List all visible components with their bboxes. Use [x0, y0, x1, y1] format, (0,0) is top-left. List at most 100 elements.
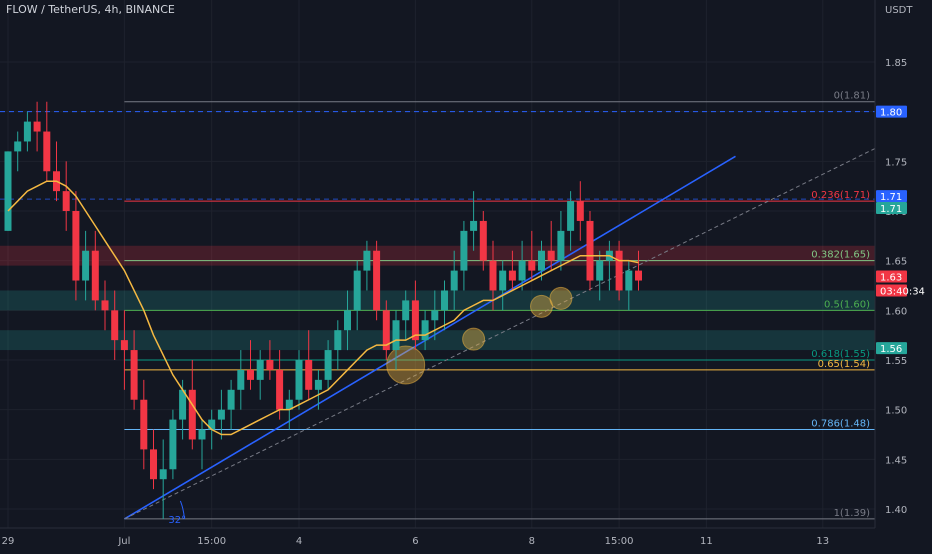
candle-body[interactable] — [140, 399, 148, 450]
trendline[interactable] — [123, 155, 736, 520]
candle-body[interactable] — [82, 250, 90, 281]
candle-body[interactable] — [567, 201, 575, 231]
candle-body[interactable] — [247, 369, 254, 380]
candle-body[interactable] — [72, 211, 80, 281]
candle-body[interactable] — [576, 201, 584, 221]
candle-body[interactable] — [111, 310, 119, 341]
fib-level-label: 0.618(1.55) — [811, 349, 870, 360]
fib-level-label: 0(1.81) — [834, 91, 871, 102]
candle-body[interactable] — [324, 350, 332, 380]
candle-body[interactable] — [62, 191, 70, 211]
zone-supply — [0, 245, 875, 266]
fib-level-label: 0.5(1.60) — [824, 299, 870, 310]
candle-body[interactable] — [33, 121, 41, 132]
price-badge — [876, 105, 907, 118]
candle-body[interactable] — [363, 250, 371, 271]
candle-body[interactable] — [285, 399, 293, 410]
highlight-circle — [530, 294, 553, 318]
moving-average-line — [7, 180, 639, 436]
x-tick-label: 13 — [816, 536, 829, 547]
price-badge-label: 03:40:34 — [880, 286, 925, 297]
price-badge — [876, 190, 907, 203]
candle-body[interactable] — [421, 320, 429, 341]
candle-body[interactable] — [266, 360, 274, 370]
fib-level-label: 0.382(1.65) — [811, 250, 870, 261]
angle-label: 32° — [168, 515, 186, 526]
candle-body[interactable] — [14, 141, 22, 152]
candle-body[interactable] — [130, 350, 138, 400]
x-tick-label: 4 — [296, 536, 302, 547]
candle-body[interactable] — [179, 389, 187, 420]
candle-body[interactable] — [43, 131, 51, 172]
candle-body[interactable] — [198, 429, 206, 440]
trendline-dashed[interactable] — [124, 121, 930, 520]
candle-body[interactable] — [150, 449, 157, 480]
candle-body[interactable] — [227, 389, 235, 410]
candle-body[interactable] — [120, 340, 128, 351]
highlight-circle — [462, 327, 486, 351]
candle-body[interactable] — [460, 230, 468, 271]
candle-body[interactable] — [169, 419, 177, 470]
chart-title: FLOW / TetherUS, 4h, BINANCE — [6, 3, 175, 16]
candle-body[interactable] — [479, 220, 487, 261]
fib-level-label: 0.786(1.48) — [811, 419, 870, 430]
candle-body[interactable] — [635, 270, 642, 281]
candle-body[interactable] — [557, 230, 565, 261]
candle-body[interactable] — [208, 419, 216, 430]
x-tick-label: 11 — [700, 536, 713, 547]
candle-body[interactable] — [450, 270, 458, 291]
candle-body[interactable] — [101, 300, 109, 311]
x-tick-label: Jul — [117, 536, 130, 547]
candle-body[interactable] — [411, 300, 419, 341]
candle-body[interactable] — [392, 320, 400, 351]
candle-body[interactable] — [353, 270, 361, 311]
candle-body[interactable] — [382, 310, 390, 351]
candle-body[interactable] — [547, 250, 555, 261]
candle-body[interactable] — [23, 121, 31, 142]
candle-body[interactable] — [373, 250, 381, 311]
candle-body[interactable] — [518, 260, 526, 281]
price-badge-label: 1.56 — [880, 344, 902, 355]
zone-demand-lower — [0, 330, 875, 351]
y-tick-label: 1.65 — [885, 257, 907, 268]
candle-body[interactable] — [538, 250, 545, 271]
candle-body[interactable] — [91, 250, 99, 301]
candle-body[interactable] — [334, 330, 342, 351]
fib-level-label: 0.236(1.71) — [811, 190, 870, 201]
y-tick-label: 1.75 — [885, 157, 907, 168]
candle-body[interactable] — [237, 369, 245, 390]
angle-arc — [179, 500, 185, 519]
y-tick-label: 1.85 — [885, 58, 907, 69]
candle-body[interactable] — [586, 220, 594, 281]
candle-body[interactable] — [314, 379, 322, 390]
candle-body[interactable] — [4, 151, 12, 231]
candle-body[interactable] — [499, 270, 507, 291]
candle-body[interactable] — [441, 290, 448, 311]
candle-body[interactable] — [508, 270, 516, 281]
price-badge-label: 1.71 — [880, 192, 902, 203]
candle-body[interactable] — [276, 369, 284, 410]
candle-body[interactable] — [596, 260, 604, 281]
candle-body[interactable] — [188, 389, 196, 440]
candle-body[interactable] — [615, 250, 623, 291]
candle-body[interactable] — [344, 310, 351, 331]
candle-body[interactable] — [528, 260, 536, 271]
candle-body[interactable] — [295, 360, 303, 400]
price-badge — [876, 284, 907, 297]
y-tick-label: 1.60 — [885, 306, 907, 317]
price-badge-label: 1.63 — [880, 273, 902, 284]
price-badge-label: 1.80 — [880, 108, 902, 119]
fib-level-label: 1(1.39) — [834, 508, 871, 519]
candle-body[interactable] — [159, 469, 167, 480]
candle-body[interactable] — [489, 260, 497, 291]
candle-body[interactable] — [470, 220, 478, 231]
candle-body[interactable] — [256, 360, 264, 380]
candle-body[interactable] — [305, 360, 313, 390]
candle-body[interactable] — [402, 300, 410, 321]
candle-body[interactable] — [217, 409, 225, 420]
candle-body[interactable] — [431, 310, 439, 321]
candle-body[interactable] — [625, 270, 633, 291]
